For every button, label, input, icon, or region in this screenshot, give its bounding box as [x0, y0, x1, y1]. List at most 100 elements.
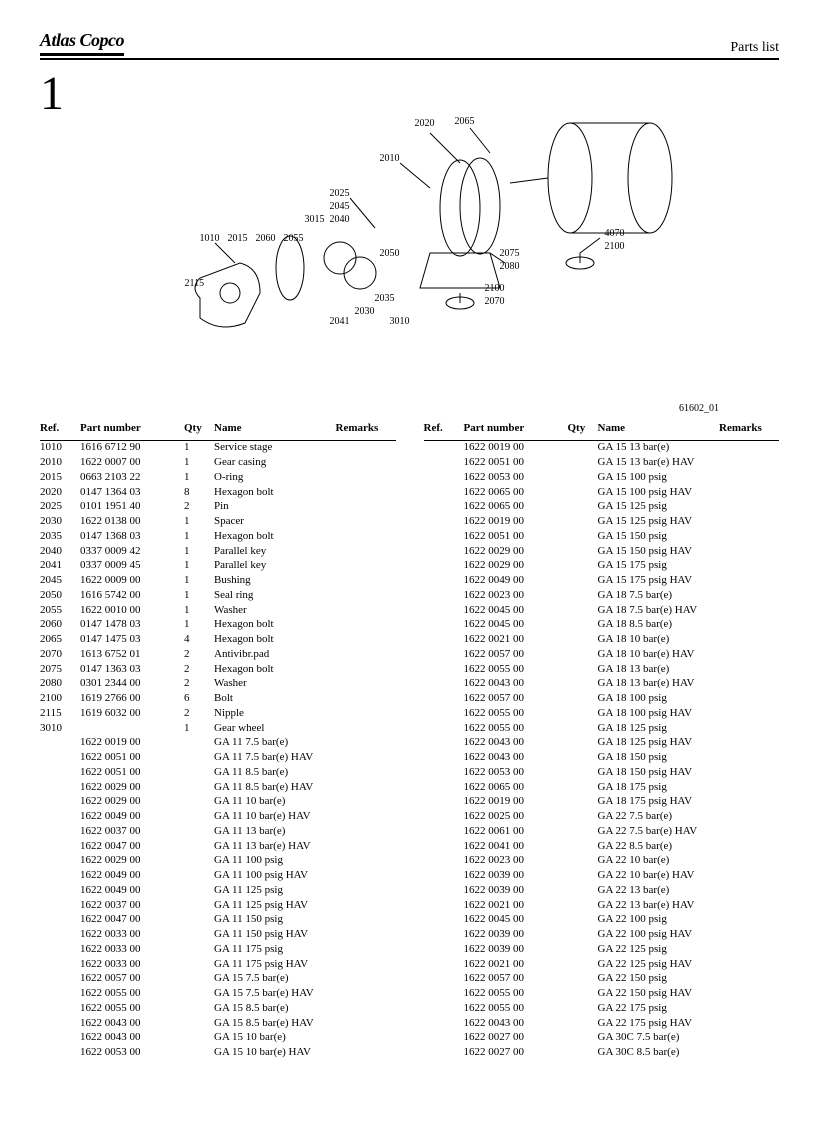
cell-name: Parallel key: [214, 559, 336, 574]
cell-remarks: [336, 928, 396, 943]
cell-name: GA 18 13 bar(e) HAV: [598, 677, 720, 692]
cell-part: 1622 0027 00: [464, 1031, 568, 1046]
table-row: 1622 0021 00GA 22 13 bar(e) HAV: [424, 898, 780, 913]
cell-ref: [424, 1016, 464, 1031]
cell-part: 1622 0055 00: [80, 987, 184, 1002]
drawing-id: 61602_01: [40, 403, 779, 414]
cell-part: 0301 2344 00: [80, 677, 184, 692]
cell-qty: [568, 942, 598, 957]
cell-qty: [184, 898, 214, 913]
table-row: 1622 0033 00GA 11 175 psig: [40, 942, 396, 957]
callout-2080: 2080: [500, 261, 520, 272]
cell-part: 1619 6032 00: [80, 706, 184, 721]
cell-name: GA 15 125 psig: [598, 500, 720, 515]
cell-part: 1622 0043 00: [464, 736, 568, 751]
cell-name: GA 15 10 bar(e) HAV: [214, 1046, 336, 1061]
table-row: 1622 0019 00GA 18 175 psig HAV: [424, 795, 780, 810]
cell-name: GA 11 150 psig HAV: [214, 928, 336, 943]
table-row: 1622 0027 00GA 30C 7.5 bar(e): [424, 1031, 780, 1046]
callout-2015: 2015: [228, 233, 248, 244]
cell-name: GA 22 175 psig: [598, 1001, 720, 1016]
table-row: 1622 0053 00GA 15 100 psig: [424, 470, 780, 485]
cell-part: 0337 0009 42: [80, 544, 184, 559]
table-row: 1622 0029 00GA 11 100 psig: [40, 854, 396, 869]
cell-part: 1613 6752 01: [80, 647, 184, 662]
cell-qty: [568, 515, 598, 530]
table-row: 30101Gear wheel: [40, 721, 396, 736]
cell-qty: [568, 559, 598, 574]
table-row: 1622 0019 00GA 11 7.5 bar(e): [40, 736, 396, 751]
cell-qty: [568, 721, 598, 736]
cell-name: GA 15 175 psig: [598, 559, 720, 574]
cell-ref: [424, 721, 464, 736]
table-row: 1622 0029 00GA 11 8.5 bar(e) HAV: [40, 780, 396, 795]
table-row: 1622 0055 00GA 18 100 psig HAV: [424, 706, 780, 721]
cell-ref: [40, 824, 80, 839]
cell-ref: [424, 677, 464, 692]
cell-part: 1622 0007 00: [80, 456, 184, 471]
cell-ref: [424, 839, 464, 854]
table-row: 20650147 1475 034Hexagon bolt: [40, 633, 396, 648]
cell-remarks: [719, 574, 779, 589]
cell-part: 1622 0021 00: [464, 898, 568, 913]
cell-qty: 2: [184, 706, 214, 721]
cell-name: GA 11 7.5 bar(e) HAV: [214, 751, 336, 766]
cell-name: GA 18 10 bar(e): [598, 633, 720, 648]
cell-qty: [184, 942, 214, 957]
cell-qty: [568, 839, 598, 854]
cell-name: GA 15 8.5 bar(e): [214, 1001, 336, 1016]
table-row: 20701613 6752 012Antivibr.pad: [40, 647, 396, 662]
cell-part: 1622 0019 00: [80, 736, 184, 751]
cell-remarks: [336, 706, 396, 721]
cell-qty: [568, 810, 598, 825]
cell-part: 1622 0051 00: [80, 765, 184, 780]
cell-remarks: [336, 1031, 396, 1046]
table-row: 20350147 1368 031Hexagon bolt: [40, 529, 396, 544]
table-row: 1622 0039 00GA 22 13 bar(e): [424, 883, 780, 898]
cell-part: 1622 0055 00: [464, 706, 568, 721]
cell-qty: 1: [184, 574, 214, 589]
cell-ref: [40, 883, 80, 898]
col-header-part: Part number: [464, 420, 568, 440]
cell-part: 0337 0009 45: [80, 559, 184, 574]
cell-ref: [424, 1046, 464, 1061]
cell-part: 1622 0045 00: [464, 618, 568, 633]
cell-name: GA 22 125 psig: [598, 942, 720, 957]
cell-ref: 2025: [40, 500, 80, 515]
cell-part: 1622 0055 00: [464, 1001, 568, 1016]
cell-part: 1622 0027 00: [464, 1046, 568, 1061]
cell-remarks: [719, 780, 779, 795]
cell-remarks: [336, 972, 396, 987]
table-row: 20551622 0010 001Washer: [40, 603, 396, 618]
table-row: 1622 0019 00GA 15 125 psig HAV: [424, 515, 780, 530]
cell-ref: [424, 824, 464, 839]
table-row: 10101616 6712 901Service stage: [40, 440, 396, 455]
cell-ref: 2055: [40, 603, 80, 618]
cell-name: GA 11 150 psig: [214, 913, 336, 928]
cell-part: 1622 0053 00: [80, 1046, 184, 1061]
table-row: 20150663 2103 221O-ring: [40, 470, 396, 485]
cell-remarks: [719, 957, 779, 972]
cell-ref: 2115: [40, 706, 80, 721]
cell-ref: [40, 928, 80, 943]
cell-name: GA 22 10 bar(e) HAV: [598, 869, 720, 884]
cell-ref: [424, 662, 464, 677]
cell-ref: [40, 795, 80, 810]
cell-part: 1622 0029 00: [80, 780, 184, 795]
cell-name: GA 18 7.5 bar(e) HAV: [598, 603, 720, 618]
cell-part: [80, 721, 184, 736]
cell-qty: [568, 574, 598, 589]
cell-part: 1622 0057 00: [464, 692, 568, 707]
cell-part: 1616 6712 90: [80, 440, 184, 455]
cell-remarks: [719, 898, 779, 913]
cell-ref: [40, 987, 80, 1002]
cell-ref: [424, 633, 464, 648]
callout-2025: 2025: [330, 188, 350, 199]
callout-2075: 2075: [500, 248, 520, 259]
cell-name: Gear wheel: [214, 721, 336, 736]
cell-part: 1622 0047 00: [80, 839, 184, 854]
cell-qty: 1: [184, 544, 214, 559]
table-row: 20410337 0009 451Parallel key: [40, 559, 396, 574]
cell-part: 1622 0033 00: [80, 928, 184, 943]
cell-part: 1622 0047 00: [80, 913, 184, 928]
